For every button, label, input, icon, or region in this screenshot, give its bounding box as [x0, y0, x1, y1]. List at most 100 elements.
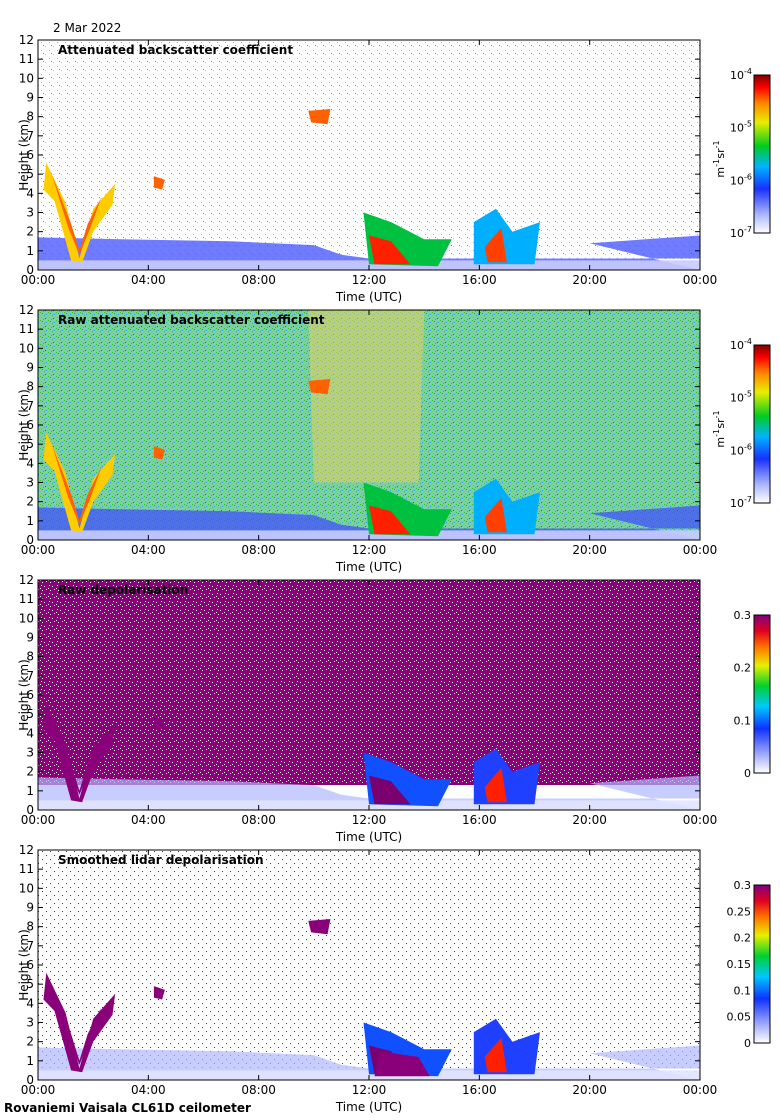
tick-base: 10 — [730, 69, 744, 82]
tick-exponent: -7 — [744, 495, 752, 504]
y-tick-label: 3 — [26, 1016, 34, 1030]
date-label: 2 Mar 2022 — [53, 21, 122, 35]
x-tick-label: 00:00 — [683, 1083, 718, 1097]
x-tick-label: 00:00 — [21, 1083, 56, 1097]
low-cloud-core — [369, 505, 411, 535]
x-tick-label: 00:00 — [683, 273, 718, 287]
unit-part: sr — [714, 148, 727, 159]
tick-base: 10 — [730, 227, 744, 240]
y-tick-label: 10 — [19, 71, 34, 85]
x-tick-label: 12:00 — [352, 1083, 387, 1097]
tick-base: 10 — [730, 174, 744, 187]
y-tick-label: 0 — [26, 1073, 34, 1087]
y-tick-label: 3 — [26, 476, 34, 490]
unit-part: m — [714, 437, 727, 448]
low-cloud-depol — [374, 1051, 430, 1077]
colorbar — [753, 74, 771, 234]
colorbar-tick-label: 10-6 — [730, 172, 752, 187]
y-tick-label: 11 — [19, 322, 34, 336]
unit-part: sr — [714, 418, 727, 429]
x-axis-label: Time (UTC) — [335, 1100, 402, 1114]
y-axis-label: Height (km) — [17, 119, 31, 190]
colorbar-tick-label: 0.3 — [734, 879, 752, 892]
tick-exponent: -7 — [744, 225, 752, 234]
cloud-patch-0430 — [153, 986, 165, 1000]
colorbar-tick-label: 0.2 — [734, 932, 752, 945]
cloud-patch-10h — [308, 919, 331, 935]
chart-panel-1: Attenuated backscatter coefficient012345… — [17, 33, 771, 304]
tick-exponent: -4 — [744, 337, 752, 346]
y-tick-label: 6 — [26, 148, 34, 162]
colorbar — [753, 884, 771, 1044]
x-tick-label: 08:00 — [241, 813, 276, 827]
cloud-patch-0430 — [153, 446, 165, 460]
tick-base: 10 — [730, 444, 744, 457]
x-tick-label: 00:00 — [683, 813, 718, 827]
y-tick-label: 9 — [26, 361, 34, 375]
chart-panel-4: Smoothed lidar depolarisation01234567891… — [17, 843, 771, 1114]
signal-noise — [38, 580, 700, 785]
y-tick-label: 4 — [26, 726, 34, 740]
x-tick-label: 04:00 — [131, 813, 166, 827]
unit-part: m — [714, 167, 727, 178]
colorbar-tick-label: 0.1 — [734, 714, 752, 727]
colorbar-tick-label: 10-7 — [730, 495, 752, 510]
y-tick-label: 5 — [26, 167, 34, 181]
convective-core — [484, 497, 507, 533]
x-tick-label: 16:00 — [462, 543, 497, 557]
unit-sup: -1 — [712, 429, 721, 437]
cloud-patch-0430 — [153, 716, 165, 730]
y-tick-label: 0 — [26, 263, 34, 277]
cloud-v-shape — [43, 162, 116, 263]
y-tick-label: 9 — [26, 631, 34, 645]
x-tick-label: 04:00 — [131, 1083, 166, 1097]
colorbar-unit: m-1 sr-1 — [712, 410, 727, 447]
y-tick-label: 6 — [26, 688, 34, 702]
x-tick-label: 08:00 — [241, 543, 276, 557]
colorbar-tick-label: 10-4 — [730, 337, 752, 352]
colorbar-tick-label: 0.05 — [727, 1011, 752, 1024]
x-tick-label: 12:00 — [352, 273, 387, 287]
chart-title: Raw attenuated backscatter coefficient — [58, 313, 325, 327]
convective-core — [484, 1037, 507, 1073]
y-tick-label: 9 — [26, 91, 34, 105]
y-tick-label: 6 — [26, 418, 34, 432]
y-axis-label: Height (km) — [17, 659, 31, 730]
x-axis-label: Time (UTC) — [335, 290, 402, 304]
y-tick-label: 9 — [26, 901, 34, 915]
chart-title: Attenuated backscatter coefficient — [58, 43, 293, 57]
y-tick-label: 8 — [26, 920, 34, 934]
y-tick-label: 5 — [26, 437, 34, 451]
y-tick-label: 7 — [26, 939, 34, 953]
y-tick-label: 8 — [26, 650, 34, 664]
x-tick-label: 16:00 — [462, 273, 497, 287]
x-tick-label: 16:00 — [462, 1083, 497, 1097]
x-axis-label: Time (UTC) — [335, 560, 402, 574]
x-tick-label: 12:00 — [352, 543, 387, 557]
tick-exponent: -6 — [744, 442, 752, 451]
heatmap-image — [38, 850, 700, 1080]
tick-base: 10 — [730, 497, 744, 510]
cloud-v-shape — [43, 432, 116, 533]
tick-exponent: -6 — [744, 172, 752, 181]
y-axis-label: Height (km) — [17, 929, 31, 1000]
unit-sup: -1 — [712, 159, 721, 167]
x-tick-label: 20:00 — [572, 813, 607, 827]
y-tick-label: 5 — [26, 707, 34, 721]
x-tick-label: 00:00 — [21, 813, 56, 827]
colorbar-tick-label: 10-6 — [730, 442, 752, 457]
y-tick-label: 11 — [19, 862, 34, 876]
heatmap-image — [38, 310, 700, 540]
cloud-patch-10h — [308, 109, 331, 125]
y-tick-label: 5 — [26, 977, 34, 991]
colorbar-tick-label: 0.15 — [727, 958, 752, 971]
heatmap-image — [38, 580, 700, 810]
y-tick-label: 10 — [19, 881, 34, 895]
x-tick-label: 00:00 — [21, 273, 56, 287]
unit-sup: -1 — [712, 140, 721, 148]
y-tick-label: 10 — [19, 611, 34, 625]
y-axis-label: Height (km) — [17, 389, 31, 460]
colorbar — [753, 614, 771, 774]
tick-base: 10 — [730, 339, 744, 352]
